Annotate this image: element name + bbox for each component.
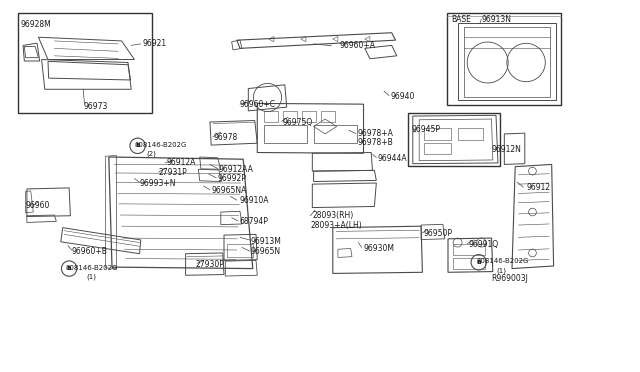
- Text: 96912: 96912: [526, 183, 550, 192]
- Text: 96960+C: 96960+C: [239, 100, 275, 109]
- Text: 28093+A(LH): 28093+A(LH): [310, 221, 362, 230]
- Bar: [408, 113, 500, 166]
- Text: 96928M: 96928M: [20, 20, 51, 29]
- Text: 96910A: 96910A: [240, 196, 269, 205]
- Text: 96973: 96973: [83, 102, 108, 111]
- Bar: [264, 125, 307, 143]
- Text: 96912A: 96912A: [166, 158, 196, 167]
- Text: 96945P: 96945P: [412, 125, 440, 134]
- Text: 28093(RH): 28093(RH): [312, 211, 353, 220]
- Text: 96944A: 96944A: [378, 154, 407, 163]
- Text: 96978+B: 96978+B: [357, 138, 393, 147]
- Text: 96978+A: 96978+A: [357, 129, 393, 138]
- Text: 96992P: 96992P: [218, 174, 246, 183]
- Text: 27930P: 27930P: [195, 260, 224, 269]
- Text: 96913M: 96913M: [251, 237, 282, 246]
- Text: R969003J: R969003J: [492, 274, 529, 283]
- Text: 96921: 96921: [142, 39, 166, 48]
- Text: 96960+B: 96960+B: [72, 247, 108, 256]
- Text: 96960+A: 96960+A: [339, 41, 375, 50]
- Text: B: B: [135, 143, 140, 148]
- Bar: [321, 111, 335, 122]
- Text: BASE: BASE: [451, 15, 471, 24]
- Bar: [447, 13, 561, 105]
- Text: B: B: [67, 266, 72, 271]
- Bar: [314, 125, 357, 143]
- Bar: [453, 244, 485, 255]
- Text: ß08146-B202G: ß08146-B202G: [477, 258, 529, 264]
- Bar: [283, 111, 297, 122]
- Bar: [458, 128, 483, 140]
- Text: ß08146-B202G: ß08146-B202G: [134, 142, 187, 148]
- Text: B: B: [476, 260, 481, 265]
- Text: 96960: 96960: [26, 201, 50, 210]
- Bar: [453, 258, 485, 269]
- Text: 96965NA: 96965NA: [211, 186, 246, 195]
- Text: 96993+N: 96993+N: [140, 179, 176, 187]
- Bar: [264, 111, 278, 122]
- Text: (1): (1): [86, 274, 97, 280]
- Text: 96991Q: 96991Q: [468, 240, 499, 249]
- Bar: [227, 244, 253, 257]
- Bar: [424, 143, 451, 154]
- Text: 68794P: 68794P: [240, 217, 269, 226]
- Bar: [424, 128, 451, 140]
- Text: 96912AA: 96912AA: [219, 165, 253, 174]
- Text: ß08146-B202G: ß08146-B202G: [65, 265, 118, 271]
- Text: (1): (1): [496, 267, 506, 274]
- Text: 96913N: 96913N: [481, 15, 511, 24]
- Text: 27931P: 27931P: [159, 169, 188, 177]
- Text: 96940: 96940: [390, 92, 415, 101]
- Bar: [302, 111, 316, 122]
- Text: 96930M: 96930M: [364, 244, 394, 253]
- Text: 96965N: 96965N: [251, 247, 281, 256]
- Text: 96950P: 96950P: [424, 229, 452, 238]
- Text: 96978: 96978: [213, 133, 237, 142]
- Bar: [18, 13, 152, 113]
- Text: 96975Q: 96975Q: [283, 118, 313, 126]
- Text: 96912N: 96912N: [492, 145, 522, 154]
- Text: (2): (2): [146, 150, 156, 157]
